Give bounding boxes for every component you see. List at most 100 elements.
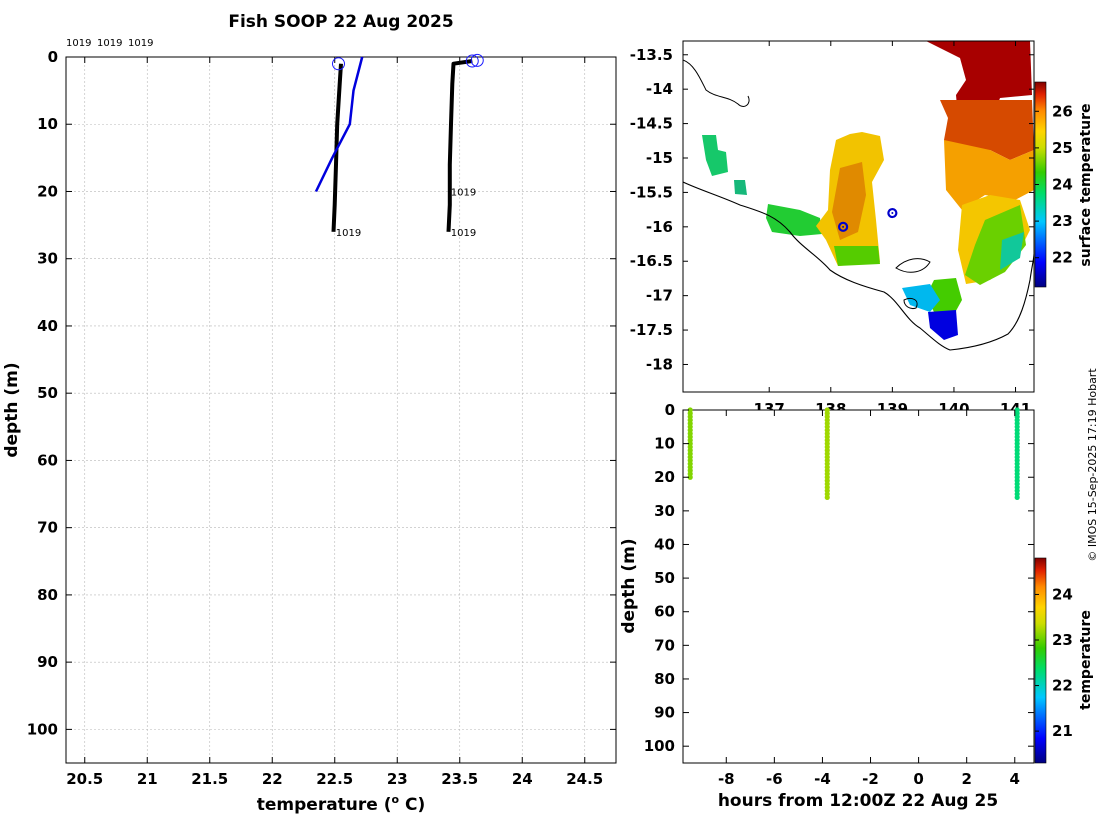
time-y-tick-label: 60 (654, 603, 675, 621)
cast-point (1014, 494, 1020, 501)
map-lat-tick-label: -15.5 (630, 183, 673, 201)
map-lat-tick-label: -14.5 (630, 115, 673, 133)
profile-x-tick-label: 23.5 (441, 770, 478, 788)
profile-x-tick-label: 22.5 (316, 770, 353, 788)
time-x-ticks: -8 -6 -4 -2 0 2 4 (718, 410, 1020, 788)
profile-x-tick-label: 22 (262, 770, 283, 788)
sst-orange-band (944, 140, 1034, 210)
temperature-colorbar-tick-label: 23 (1052, 631, 1073, 649)
sst-colorbar-tick-label: 24 (1052, 176, 1073, 194)
credit-text: © IMOS 15-Sep-2025 17:19 Hobart (1086, 368, 1099, 562)
time-x-tick-label: -6 (766, 770, 783, 788)
map-lat-tick-label: -16.5 (630, 252, 673, 270)
time-y-ticks: 0 10 20 30 40 50 60 70 80 90 100 (644, 401, 1034, 755)
top-labels: 1019 1019 1019 (66, 38, 153, 49)
profile-y-ticks: 0 10 20 30 40 50 60 70 80 90 100 (27, 48, 616, 738)
sst-colorbar-ticks: 22 23 24 25 26 (1035, 102, 1073, 267)
map-stations (838, 207, 898, 232)
profile-x-tick-label: 24 (512, 770, 533, 788)
profile-panel: 20.5 21 21.5 22 22.5 23 23.5 24 24.5 0 10 20 30 40 50… (2, 38, 617, 815)
map-lat-tick-label: -15 (646, 149, 673, 167)
profile-grid (66, 56, 616, 763)
time-depth-axes-frame (682, 409, 1035, 764)
top-label-2: 1019 (97, 38, 122, 49)
time-x-tick-label: -8 (718, 770, 735, 788)
time-y-tick-label: 20 (654, 468, 675, 486)
sst-colorbar-tick-label: 26 (1052, 102, 1073, 120)
time-y-tick-label: 40 (654, 535, 675, 553)
sst-map-panel: -13.5 -14 -14.5 -15 -15.5 -16 -16.5 -17 -17.5 -18… (630, 40, 1094, 418)
profile-x-label-tail: C) (399, 795, 425, 815)
time-x-tick-label: 0 (913, 770, 923, 788)
profile-annotation: 1019 (451, 228, 476, 239)
profile-y-tick-label: 70 (37, 519, 58, 537)
time-y-tick-label: 70 (654, 636, 675, 654)
time-y-tick-label: 100 (644, 737, 675, 755)
profile-x-label: temperature (o C) (257, 793, 426, 815)
map-lat-tick-label: -17 (646, 287, 673, 305)
station-marker (838, 221, 849, 232)
profile-y-tick-label: 50 (37, 384, 58, 402)
sst-warm-patch-north (926, 41, 1032, 120)
map-lat-tick-label: -17.5 (630, 321, 673, 339)
map-lat-tick-label: -16 (646, 218, 673, 236)
series-line-profile-B (446, 59, 473, 232)
sst-colorbar-label: surface temperature (1078, 103, 1094, 266)
temperature-colorbar (1034, 557, 1047, 764)
credit-container: © IMOS 15-Sep-2025 17:19 Hobart (1082, 345, 1100, 585)
surface-marker (332, 57, 345, 71)
time-y-tick-label: 30 (654, 502, 675, 520)
figure-title: Fish SOOP 22 Aug 2025 (228, 12, 453, 32)
sst-east-green (965, 205, 1026, 285)
time-x-tick-label: 2 (961, 770, 971, 788)
time-x-label: hours from 12:00Z 22 Aug 25 (718, 791, 998, 811)
station-marker-dot (842, 225, 845, 228)
profile-y-tick-label: 10 (37, 115, 58, 133)
profile-y-tick-label: 100 (27, 720, 58, 738)
surface-marker (465, 54, 479, 68)
profile-x-label-sup: o (392, 793, 400, 806)
profile-y-tick-label: 0 (48, 48, 58, 66)
station-marker (887, 207, 898, 219)
temperature-colorbar-tick-label: 21 (1052, 722, 1073, 740)
temperature-colorbar-tick-label: 22 (1052, 677, 1073, 695)
sst-central-core (832, 162, 866, 240)
cast-point (687, 474, 693, 480)
time-y-tick-label: 80 (654, 670, 675, 688)
north-coast (683, 59, 750, 107)
gulf-islands (895, 258, 931, 309)
sst-central-fringe (834, 246, 880, 266)
map-lat-ticks: -13.5 -14 -14.5 -15 -15.5 -16 -16.5 -17 -17.5 -18 (630, 46, 1034, 373)
map-lat-tick-label: -18 (646, 355, 673, 373)
sst-field (683, 41, 1034, 351)
profile-y-tick-label: 90 (37, 653, 58, 671)
profile-x-tick-label: 20.5 (66, 770, 103, 788)
time-y-tick-label: 10 (654, 435, 675, 453)
profile-y-tick-label: 30 (37, 250, 58, 268)
credit-svg: © IMOS 15-Sep-2025 17:19 Hobart (1086, 368, 1099, 562)
time-x-tick-label: -2 (862, 770, 879, 788)
series-line-profile-A (331, 63, 343, 232)
sst-west-patch-1 (702, 135, 728, 176)
top-label-1: 1019 (66, 38, 91, 49)
profile-series (314, 53, 484, 232)
time-x-tick-label: 4 (1010, 770, 1020, 788)
sst-west-patch-2 (734, 180, 747, 195)
profile-y-tick-label: 60 (37, 451, 58, 469)
top-label-3: 1019 (128, 38, 153, 49)
profile-annotation: 1019 (451, 187, 476, 198)
sst-gulf-green (926, 278, 962, 318)
series-line-climatology (314, 56, 364, 193)
profile-y-tick-label: 80 (37, 586, 58, 604)
time-y-tick-label: 90 (654, 704, 675, 722)
sst-east-cool (1000, 232, 1024, 270)
sst-gulf-blue (928, 310, 958, 340)
temperature-colorbar-tick-label: 24 (1052, 585, 1073, 603)
sst-colorbar-tick-label: 23 (1052, 212, 1073, 230)
sst-colorbar-tick-label: 22 (1052, 249, 1073, 267)
sst-colorbar-tick-label: 25 (1052, 139, 1073, 157)
profile-x-ticks: 20.5 21 21.5 22 22.5 23 23.5 24 24.5 (66, 57, 603, 788)
profile-x-tick-label: 23 (387, 770, 408, 788)
